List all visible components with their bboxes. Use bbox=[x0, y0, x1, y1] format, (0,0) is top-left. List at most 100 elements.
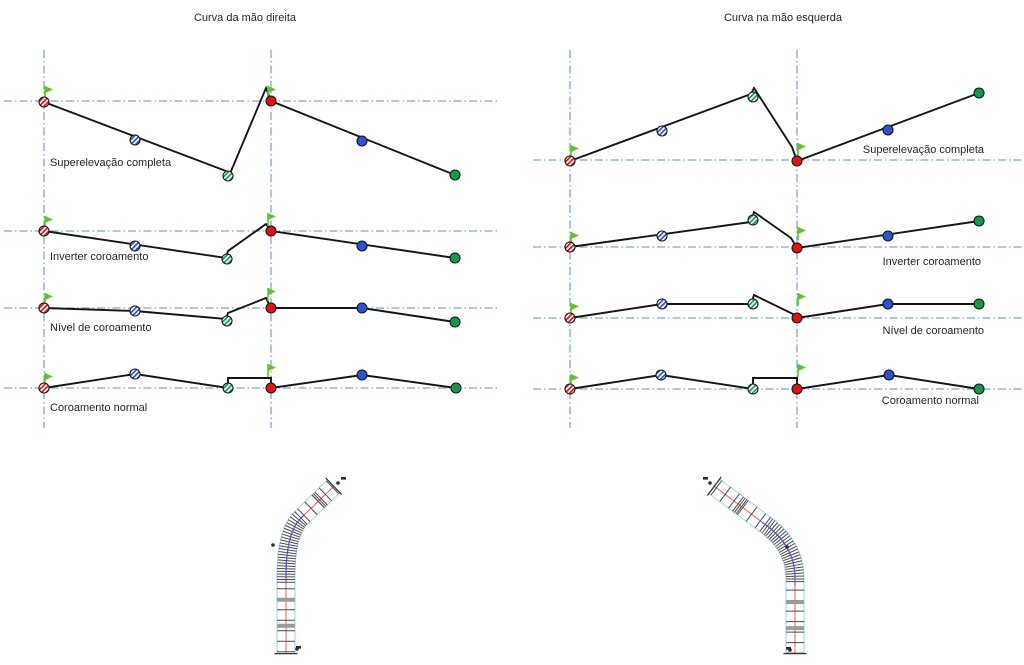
road-edge-line bbox=[294, 492, 341, 654]
row-label-inverter-coroamento-right: Inverter coroamento bbox=[50, 251, 149, 263]
marker-dot-green bbox=[973, 87, 985, 99]
road-tie bbox=[719, 486, 731, 502]
road-station-tag bbox=[296, 646, 301, 649]
flag-icon bbox=[571, 232, 579, 239]
marker-hatched-red bbox=[38, 96, 50, 108]
marker-hatched-red bbox=[564, 383, 576, 395]
flag-icon bbox=[798, 293, 806, 300]
road-edge-line bbox=[276, 479, 329, 654]
road-tie bbox=[311, 494, 325, 509]
road-centerline-red bbox=[285, 485, 335, 654]
flag-icon bbox=[571, 374, 579, 381]
marker-dot-green bbox=[449, 316, 461, 328]
marker-dot-blue bbox=[356, 240, 368, 252]
road-end-tick bbox=[706, 476, 722, 496]
flag-icon bbox=[798, 227, 806, 234]
row-label-coroamento-normal-right: Coroamento normal bbox=[50, 402, 148, 414]
flag-icon bbox=[45, 86, 53, 93]
marker-hatched-red bbox=[564, 241, 576, 253]
road-edge-line bbox=[708, 492, 787, 654]
marker-dot-red bbox=[791, 383, 803, 395]
road-tie bbox=[318, 487, 333, 502]
marker-hatched-blue bbox=[656, 230, 668, 242]
profile-polyline bbox=[569, 210, 980, 250]
profile-polyline bbox=[43, 296, 456, 323]
row-label-nivel-de-coroamento-left: Nível de coroamento bbox=[882, 325, 985, 337]
marker-hatched-red bbox=[564, 155, 576, 167]
road-tie bbox=[745, 506, 758, 522]
road-point-marker bbox=[271, 543, 275, 547]
marker-dot-red bbox=[265, 95, 277, 107]
row-label-nivel-de-coroamento-right: Nível de coroamento bbox=[50, 322, 152, 334]
marker-dot-red bbox=[265, 302, 277, 314]
marker-hatched-green bbox=[747, 383, 759, 395]
road-tie bbox=[732, 496, 744, 512]
flag-icon bbox=[571, 145, 579, 152]
marker-hatched-red bbox=[38, 225, 50, 237]
flag-icon bbox=[268, 288, 276, 295]
marker-dot-blue bbox=[882, 298, 894, 310]
marker-dot-red bbox=[265, 225, 277, 237]
road-tie bbox=[737, 500, 749, 516]
road-point-marker bbox=[336, 481, 340, 485]
road-tie bbox=[313, 493, 327, 507]
diagram-title-left-hand: Curva na mão esquerda bbox=[723, 12, 842, 24]
road-centerline-blue bbox=[285, 514, 305, 583]
profile-polyline bbox=[569, 293, 979, 320]
marker-hatched-red bbox=[38, 382, 50, 394]
marker-dot-blue bbox=[356, 302, 368, 314]
marker-dot-blue bbox=[356, 135, 368, 147]
road-tie bbox=[733, 497, 746, 513]
marker-hatched-red bbox=[564, 312, 576, 324]
marker-hatched-green bbox=[747, 214, 759, 226]
road-centerline-red bbox=[713, 485, 796, 654]
flag-icon bbox=[268, 86, 276, 93]
marker-dot-green bbox=[449, 252, 461, 264]
marker-hatched-blue bbox=[656, 125, 668, 137]
marker-hatched-blue bbox=[129, 368, 141, 380]
road-point-marker bbox=[785, 545, 789, 549]
flag-icon bbox=[268, 213, 276, 220]
road-tie bbox=[735, 499, 748, 515]
marker-hatched-green bbox=[221, 315, 233, 327]
road-edge-line bbox=[719, 478, 805, 654]
flag-icon bbox=[798, 143, 806, 150]
marker-hatched-blue bbox=[656, 298, 668, 310]
flag-icon bbox=[45, 293, 53, 300]
road-station-tag bbox=[703, 477, 708, 480]
marker-dot-red bbox=[791, 312, 803, 324]
marker-hatched-green bbox=[747, 91, 759, 103]
marker-dot-red bbox=[791, 155, 803, 167]
road-tie bbox=[314, 491, 328, 506]
marker-hatched-blue bbox=[655, 369, 667, 381]
marker-dot-green bbox=[973, 383, 985, 395]
road-tie bbox=[710, 480, 723, 496]
row-label-superelevacao-completa-left: Superelevação completa bbox=[862, 144, 984, 156]
marker-dot-blue bbox=[882, 230, 894, 242]
marker-dot-red bbox=[791, 242, 803, 254]
marker-dot-blue bbox=[883, 369, 895, 381]
marker-hatched-green bbox=[222, 170, 234, 182]
road-tie bbox=[728, 493, 740, 509]
flag-icon bbox=[45, 216, 53, 223]
marker-hatched-green bbox=[747, 298, 759, 310]
profile-polyline bbox=[43, 373, 457, 390]
marker-hatched-blue bbox=[129, 305, 141, 317]
marker-hatched-green bbox=[221, 253, 233, 265]
flag-icon bbox=[268, 364, 276, 371]
profile-polyline bbox=[43, 222, 456, 260]
road-centerline-blue bbox=[761, 521, 796, 586]
road-tie bbox=[325, 480, 340, 495]
marker-dot-green bbox=[973, 298, 985, 310]
row-label-superelevacao-completa-right: Superelevação completa bbox=[50, 157, 172, 169]
marker-hatched-blue bbox=[129, 240, 141, 252]
marker-hatched-green bbox=[222, 382, 234, 394]
row-label-inverter-coroamento-left: Inverter coroamento bbox=[882, 256, 981, 268]
marker-dot-blue bbox=[356, 369, 368, 381]
marker-dot-green bbox=[449, 169, 461, 181]
marker-hatched-blue bbox=[129, 134, 141, 146]
flag-icon bbox=[798, 364, 806, 371]
row-label-coroamento-normal-left: Coroamento normal bbox=[881, 395, 979, 407]
